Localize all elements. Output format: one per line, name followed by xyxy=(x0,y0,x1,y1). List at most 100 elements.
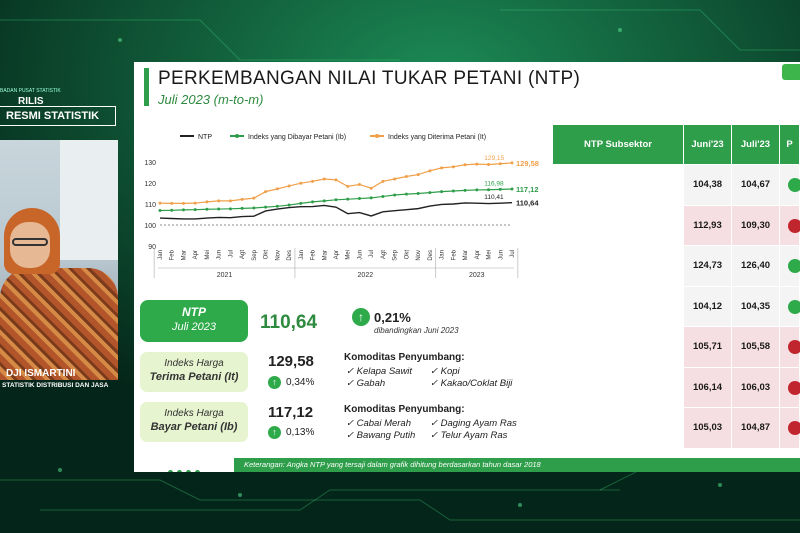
data-label: 129,58 xyxy=(516,159,539,168)
slide: PERKEMBANGAN NILAI TUKAR PETANI (NTP) Ju… xyxy=(134,62,800,472)
data-point xyxy=(170,208,174,212)
legend-entry: Indeks yang Diterima Petani (It) xyxy=(388,134,486,141)
slide-title: PERKEMBANGAN NILAI TUKAR PETANI (NTP) xyxy=(158,68,581,89)
data-point xyxy=(510,161,514,165)
status-dot-icon xyxy=(788,340,800,354)
ib-komoditas-item: ✓ Cabai Merah xyxy=(346,418,411,429)
x-tick-label: Agt xyxy=(381,250,387,259)
change-indicator xyxy=(779,164,800,206)
data-point xyxy=(404,174,408,178)
change-indicator xyxy=(779,326,800,368)
year-label: 2021 xyxy=(217,272,233,279)
ntp-change-note: dibandingkan Juni 2023 xyxy=(374,326,459,335)
data-point xyxy=(381,194,385,198)
data-point xyxy=(334,178,338,182)
juli-value: 104,35 xyxy=(731,285,780,327)
juni-value: 104,38 xyxy=(683,164,732,206)
data-point xyxy=(393,177,397,181)
data-point xyxy=(311,200,315,204)
ib-pct: 0,13% xyxy=(286,427,315,438)
data-point xyxy=(393,193,397,197)
status-dot-icon xyxy=(788,380,800,395)
presenter-role: STATISTIK DISTRIBUSI DAN JASA xyxy=(2,382,109,389)
ntp-label: NTP xyxy=(182,305,206,319)
data-point xyxy=(181,201,185,205)
year-label: 2022 xyxy=(358,272,374,279)
ib-komoditas-title: Komoditas Penyumbang: xyxy=(344,404,465,415)
agency-name: BADAN PUSAT STATISTIK xyxy=(0,88,61,94)
x-tick-label: Apr xyxy=(334,250,340,259)
header-subsektor: NTP Subsektor xyxy=(552,124,684,165)
x-tick-label: Mar xyxy=(322,250,328,260)
data-point xyxy=(416,173,420,177)
series-line-0 xyxy=(159,201,513,220)
data-point xyxy=(357,182,361,186)
ntp-subsektor-table: NTP Subsektor Juni'23 Juli'23 P Tanaman … xyxy=(552,124,800,460)
data-point xyxy=(193,201,197,205)
resmi-statistik-label: RESMI STATISTIK xyxy=(0,106,116,126)
data-point xyxy=(475,162,479,166)
it-komoditas-item: ✓ Kelapa Sawit xyxy=(346,366,413,377)
data-point xyxy=(346,184,350,188)
data-point xyxy=(463,188,467,192)
y-tick-label: 100 xyxy=(144,223,156,230)
x-tick-label: Jan xyxy=(299,250,305,260)
it-value: 129,58 xyxy=(268,353,314,370)
data-point xyxy=(498,187,502,191)
data-point xyxy=(240,206,244,210)
x-tick-label: Feb xyxy=(170,249,176,260)
data-point xyxy=(252,206,256,210)
table-row: Tanaman Perkebunan Rakyat (NTPR)124,7312… xyxy=(553,245,800,287)
x-tick-label: Apr xyxy=(193,250,199,259)
x-tick-label: Mei xyxy=(205,250,211,260)
data-point xyxy=(451,189,455,193)
data-point xyxy=(217,207,221,211)
data-label: 116,98 xyxy=(484,180,504,187)
data-point xyxy=(275,187,279,191)
x-tick-label: Jun xyxy=(357,250,363,260)
ib-komoditas-item: ✓ Telur Ayam Ras xyxy=(430,430,508,441)
x-tick-label: Feb xyxy=(451,249,457,260)
presenter-video xyxy=(0,140,118,380)
change-indicator xyxy=(779,366,800,408)
series-line-2 xyxy=(159,162,513,204)
ib-label-2: Bayar Petani (Ib) xyxy=(150,421,238,433)
x-tick-label: Feb xyxy=(311,249,317,260)
juli-value: 126,40 xyxy=(731,245,780,287)
rilis-label: RILIS xyxy=(18,96,44,107)
data-point xyxy=(264,190,268,194)
data-point xyxy=(404,192,408,196)
data-point xyxy=(205,200,209,204)
change-indicator xyxy=(779,245,800,287)
header-perubahan: P xyxy=(779,124,800,165)
header-juli: Juli'23 xyxy=(731,124,780,165)
x-tick-label: Sep xyxy=(393,249,399,260)
x-tick-label: Okt xyxy=(404,250,410,260)
data-point xyxy=(193,208,197,212)
x-tick-label: Agt xyxy=(240,250,246,259)
change-indicator xyxy=(779,407,800,449)
ntp-period: Juli 2023 xyxy=(171,321,217,333)
data-point xyxy=(299,201,303,205)
data-point xyxy=(428,169,432,173)
data-point xyxy=(275,204,279,208)
title-accent-bar xyxy=(144,68,149,106)
status-dot-icon xyxy=(788,299,800,314)
x-tick-label: Jul xyxy=(510,250,516,258)
data-point xyxy=(487,163,491,167)
ntp-change: 0,21% xyxy=(374,310,411,325)
x-tick-label: Jan xyxy=(440,250,446,260)
juni-value: 105,03 xyxy=(683,407,732,449)
arrow-up-icon: ↑ xyxy=(352,308,370,326)
data-point xyxy=(440,166,444,170)
data-label: 117,12 xyxy=(516,185,539,194)
data-point xyxy=(346,197,350,201)
data-point xyxy=(205,207,209,211)
x-tick-label: Jun xyxy=(498,250,504,260)
it-komoditas-item: ✓ Kakao/Coklat Biji xyxy=(430,378,513,389)
data-point xyxy=(217,199,221,203)
data-point xyxy=(252,196,256,200)
slide-indicator-dots xyxy=(168,462,204,472)
presenter-name: DJI ISMARTINI xyxy=(6,368,76,379)
